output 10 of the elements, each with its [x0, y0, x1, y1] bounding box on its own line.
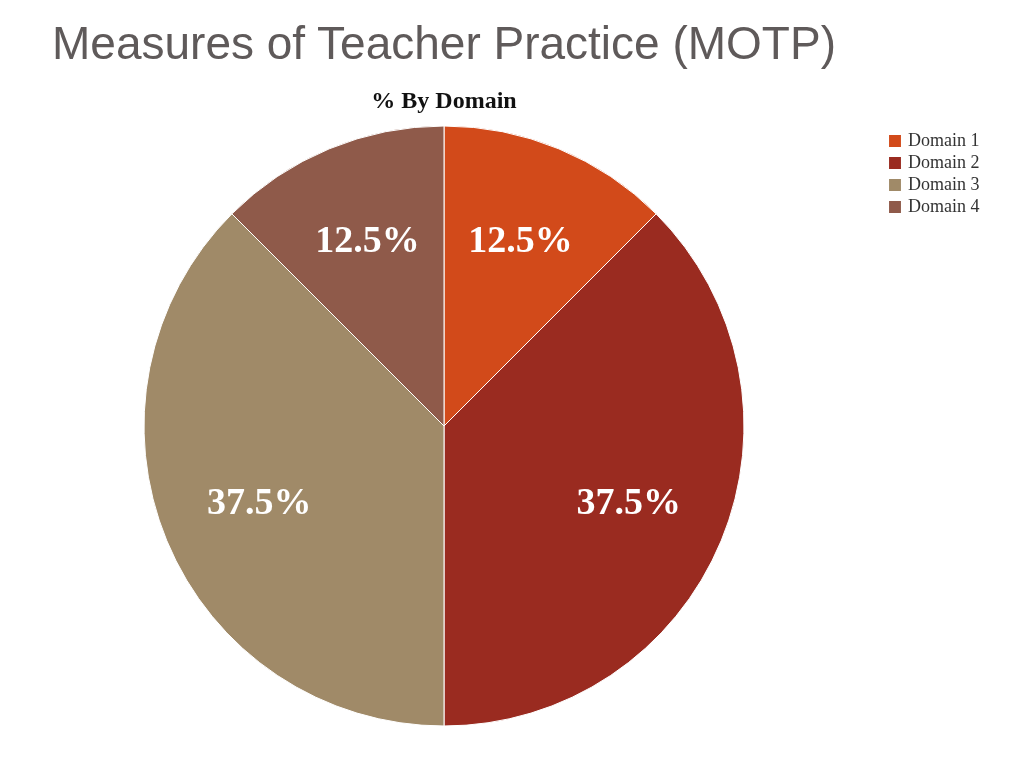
chart-title: Measures of Teacher Practice (MOTP) — [52, 17, 836, 69]
data-label: 12.5% — [468, 218, 573, 261]
chart-subtitle: % By Domain — [371, 87, 517, 113]
data-label: 37.5% — [206, 479, 312, 522]
legend-label: Domain 2 — [908, 152, 980, 172]
legend-label: Domain 4 — [908, 196, 980, 216]
data-label: 12.5% — [315, 218, 420, 261]
data-label: 37.5% — [576, 479, 682, 522]
legend-label: Domain 1 — [908, 130, 980, 150]
legend-label: Domain 3 — [908, 174, 980, 194]
